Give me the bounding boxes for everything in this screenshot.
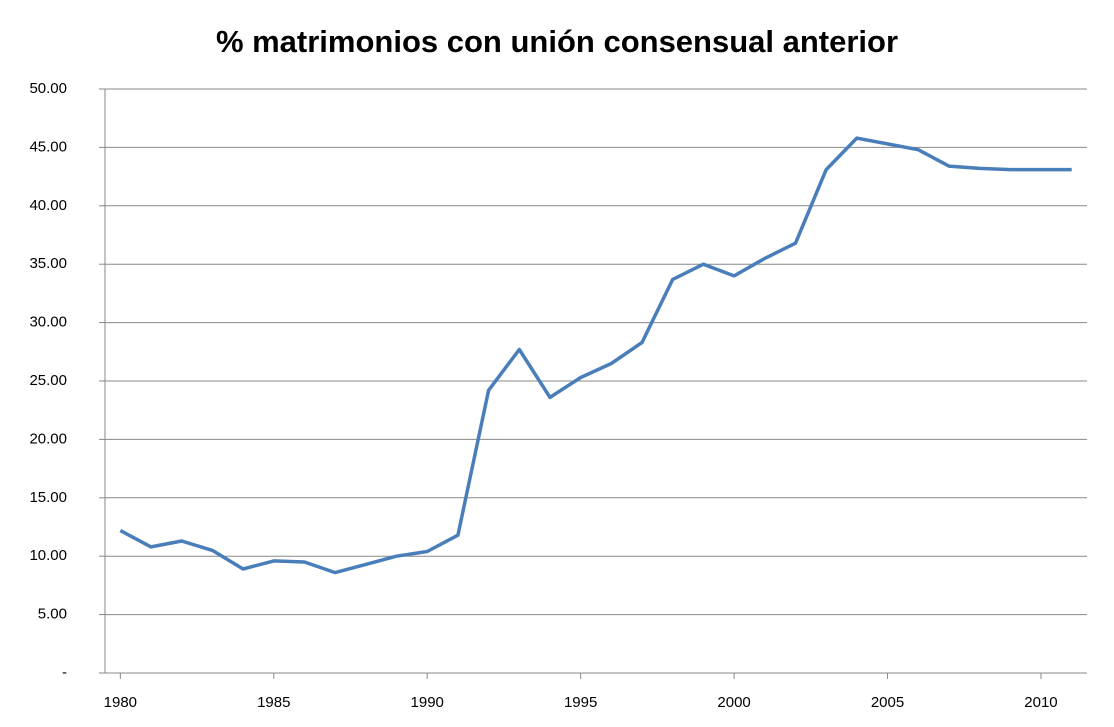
data-line	[119, 136, 1072, 575]
x-tick-label: 1995	[564, 694, 597, 711]
y-tick-label: 50.00	[29, 80, 67, 97]
x-tick-label: 1980	[104, 694, 137, 711]
y-tick-label: 25.00	[29, 372, 67, 389]
y-tick-label: 5.00	[38, 606, 67, 623]
y-tick-label: 20.00	[29, 430, 67, 447]
y-tick-label: 15.00	[29, 489, 67, 506]
x-tick-label: 2010	[1024, 694, 1057, 711]
y-tick-label: 30.00	[29, 314, 67, 331]
x-tick-label: 1985	[257, 694, 290, 711]
x-tick-label: 2005	[871, 694, 904, 711]
x-tick-label: 1990	[411, 694, 444, 711]
y-tick-label: 45.00	[29, 138, 67, 155]
y-tick-label: 40.00	[29, 197, 67, 214]
y-tick-label: -	[62, 664, 67, 681]
x-tick-label: 2000	[717, 694, 750, 711]
chart-title: % matrimonios con unión consensual anter…	[216, 24, 898, 59]
y-tick-label: 35.00	[29, 255, 67, 272]
y-tick-label: 10.00	[29, 547, 67, 564]
